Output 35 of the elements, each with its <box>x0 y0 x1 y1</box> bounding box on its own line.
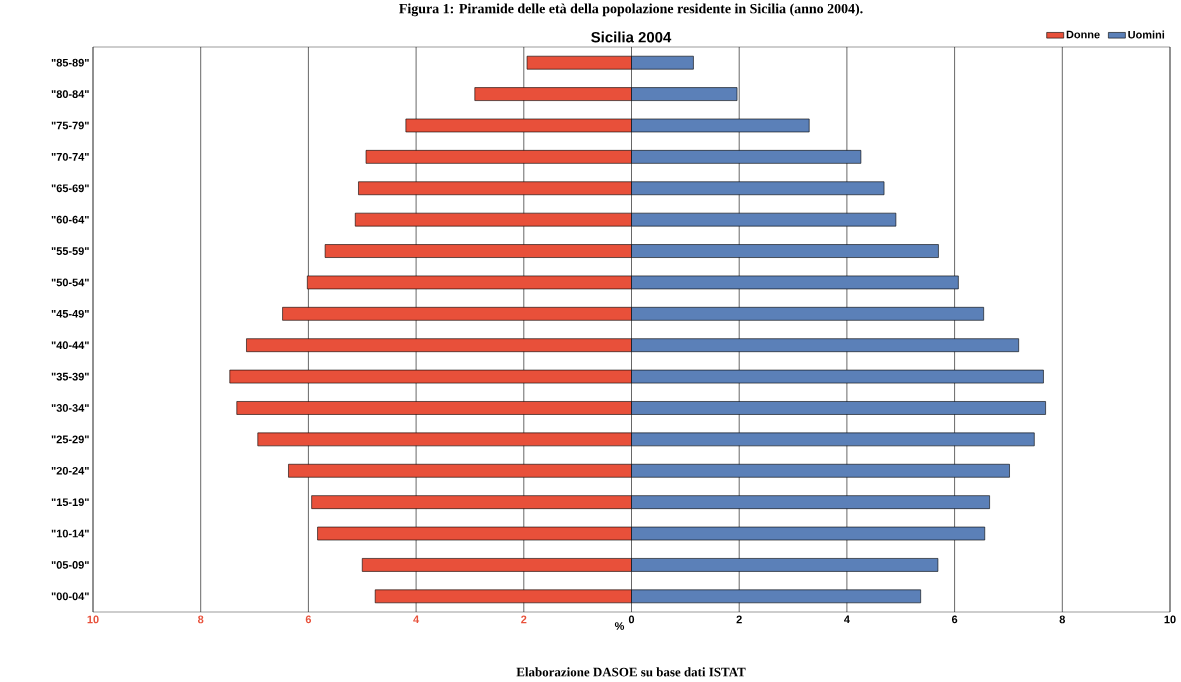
legend-label: Uomini <box>1128 30 1165 39</box>
y-tick-label: "00-04" <box>51 592 89 601</box>
legend-label: Donne <box>1066 30 1100 39</box>
y-tick-label: "45-49" <box>51 309 89 318</box>
text: Elaborazione DASOE su base dati ISTAT <box>516 667 746 677</box>
y-tick-label: "35-39" <box>51 372 89 381</box>
y-tick-label: "25-29" <box>51 435 89 444</box>
x-tick-label: 8 <box>198 615 204 624</box>
y-tick-label: "40-44" <box>51 341 89 350</box>
y-tick-label: "80-84" <box>51 90 89 98</box>
y-tick-label: "70-74" <box>51 153 89 161</box>
y-tick-label: "50-54" <box>51 278 89 287</box>
x-tick-label: 4 <box>413 615 420 624</box>
x-tick-label: 6 <box>951 615 958 624</box>
y-tick-label: "10-14" <box>51 529 89 538</box>
y-tick-label: "65-69" <box>51 184 89 193</box>
x-tick-label: 10 <box>1164 615 1176 624</box>
y-tick-label: "85-89" <box>51 58 89 67</box>
y-tick-label: "15-19" <box>51 498 89 507</box>
x-tick-label: 4 <box>844 615 850 624</box>
y-tick-label: "30-34" <box>51 404 89 412</box>
y-tick-label: "75-79" <box>51 121 89 130</box>
x-tick-label: 2 <box>736 615 742 624</box>
x-tick-label: 2 <box>521 615 527 624</box>
chart-subtitle: Sicilia 2004 <box>591 31 672 43</box>
y-tick-label: "60-64" <box>51 215 89 224</box>
x-axis-title: % <box>614 622 625 630</box>
x-tick-label: 6 <box>305 615 312 624</box>
y-tick-label: "05-09" <box>51 561 89 569</box>
x-tick-label: 0 <box>628 615 635 624</box>
chart-title: Figura 1: Piramide delle età della popolazione residente in Sicilia (anno 2004). <box>399 3 863 17</box>
y-tick-label: "55-59" <box>51 247 89 255</box>
x-tick-label: 8 <box>1059 615 1065 624</box>
x-tick-label: 10 <box>87 615 99 624</box>
y-tick-label: "20-24" <box>51 466 89 475</box>
